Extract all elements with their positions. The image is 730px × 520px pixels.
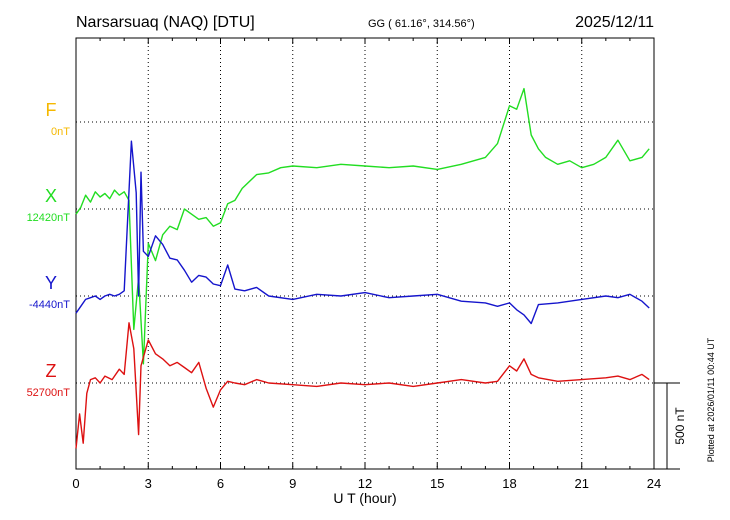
scale-bar: 500 nT — [654, 382, 687, 470]
plotted-timestamp: Plotted at 2026/01/11 00:44 UT — [706, 337, 716, 462]
geographic-coordinates: GG ( 61.16°, 314.56°) — [368, 18, 475, 30]
series-lines — [75, 87, 650, 449]
x-tick-label: 18 — [502, 476, 516, 491]
x-tick-label: 15 — [430, 476, 444, 491]
series-baseline-z: 52700nT — [27, 387, 71, 399]
series-baseline-y: -4440nT — [29, 299, 70, 311]
series-name-x: X — [45, 186, 57, 206]
x-tick-label: 24 — [647, 476, 661, 491]
x-tick-label: 3 — [145, 476, 152, 491]
series-line-z — [75, 322, 650, 449]
series-baseline-x: 12420nT — [27, 212, 71, 224]
grid-lines — [76, 38, 654, 469]
series-name-z: Z — [46, 361, 57, 381]
station-title: Narsarsuaq (NAQ) [DTU] — [76, 14, 255, 31]
series-name-f: F — [46, 100, 57, 120]
x-tick-label: 6 — [217, 476, 224, 491]
scale-bar-label: 500 nT — [673, 407, 687, 445]
x-tick-label: 0 — [72, 476, 79, 491]
x-axis-label: U T (hour) — [333, 490, 396, 506]
series-line-x — [75, 87, 650, 365]
x-tick-label: 12 — [358, 476, 372, 491]
series-name-y: Y — [45, 273, 57, 293]
plot-date: 2025/12/11 — [575, 14, 654, 31]
x-axis-ticks: 0 3 6 9 12 15 18 21 24 — [72, 38, 661, 491]
series-line-y — [75, 140, 650, 325]
series-labels: F 0nT X 12420nT Y -4440nT Z 52700nT — [27, 100, 71, 399]
x-tick-label: 21 — [575, 476, 589, 491]
series-baseline-f: 0nT — [51, 126, 70, 138]
x-tick-label: 9 — [289, 476, 296, 491]
